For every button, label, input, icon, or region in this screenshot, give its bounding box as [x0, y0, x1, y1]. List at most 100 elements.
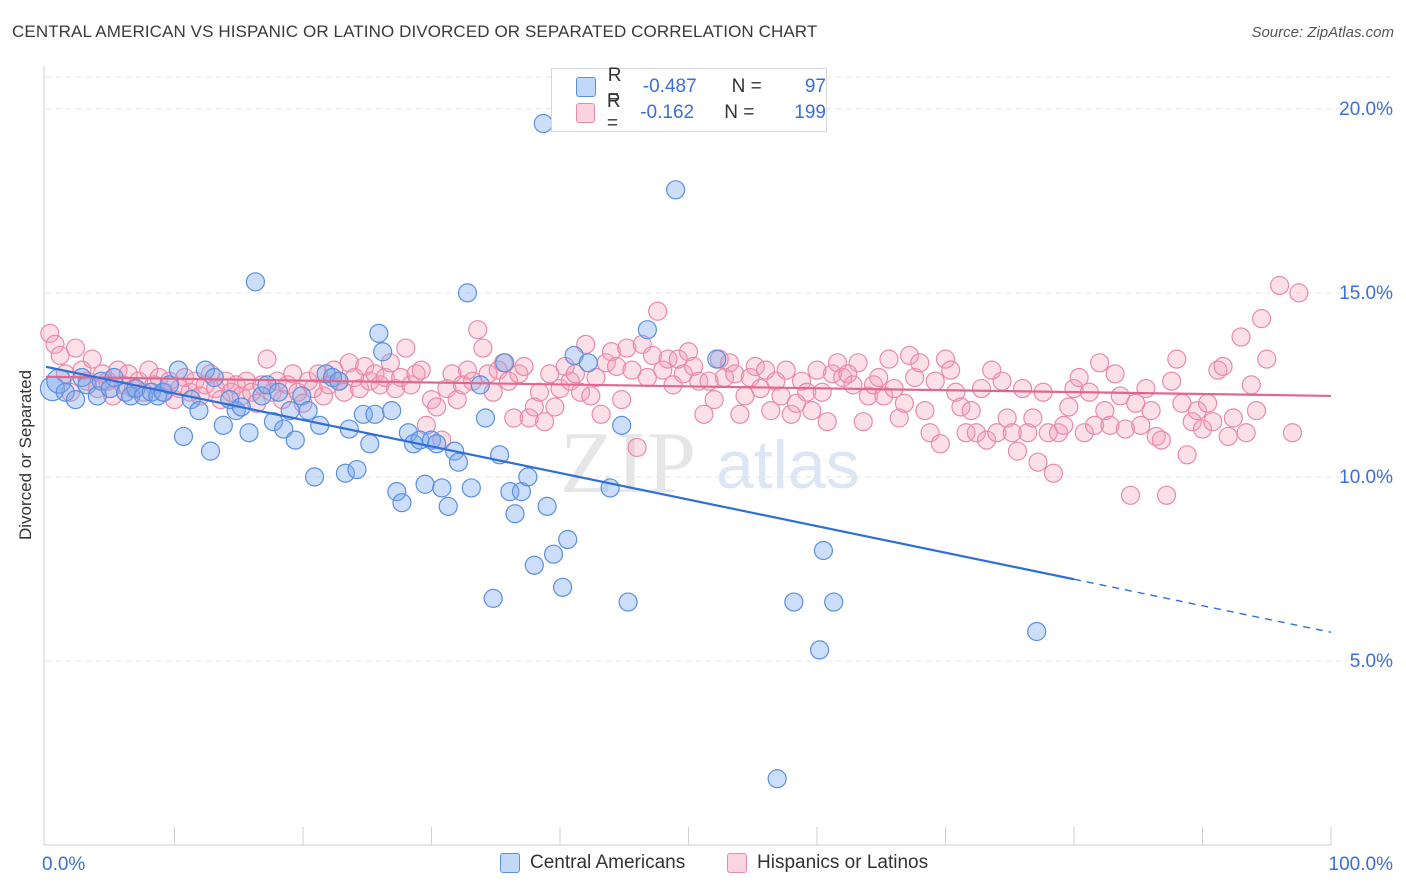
- data-point-central-american: [159, 375, 179, 395]
- data-point-hispanic: [1192, 419, 1213, 439]
- data-point-hispanic: [1257, 349, 1277, 369]
- data-point-hispanic: [1252, 309, 1272, 329]
- legend-item-central-americans: Central Americans: [500, 852, 685, 874]
- y-tick-label: 15.0%: [1339, 283, 1393, 304]
- data-point-hispanic: [591, 404, 611, 424]
- data-point-central-american: [427, 434, 447, 454]
- data-point-hispanic: [65, 338, 86, 358]
- data-point-hispanic: [1110, 386, 1130, 406]
- correlation-legend: R = -0.487 N = 97 R = -0.162 N = 199: [551, 65, 827, 134]
- data-point-hispanic: [612, 390, 632, 410]
- data-point-central-american: [432, 478, 452, 498]
- data-point-central-american: [189, 401, 209, 421]
- data-point-hispanic: [1213, 356, 1233, 377]
- x-tick-label: 100.0%: [1329, 854, 1394, 875]
- data-point-hispanic: [791, 371, 812, 391]
- y-tick-label: 20.0%: [1339, 99, 1393, 120]
- data-point-hispanic: [894, 393, 914, 413]
- data-point-hispanic: [961, 401, 981, 421]
- data-point-hispanic: [524, 397, 544, 417]
- legend-r-label: R =: [607, 65, 622, 108]
- data-point-central-american: [448, 452, 469, 472]
- data-point-hispanic: [303, 378, 323, 399]
- data-point-hispanic: [971, 378, 992, 399]
- data-point-hispanic: [545, 397, 565, 417]
- data-point-hispanic: [725, 364, 745, 384]
- data-point-hispanic: [1074, 423, 1094, 443]
- data-point-hispanic: [1162, 371, 1182, 391]
- data-point-hispanic: [1095, 401, 1115, 421]
- data-point-hispanic: [1120, 485, 1141, 505]
- legend-r-label: R =: [606, 91, 621, 134]
- data-point-hispanic: [720, 353, 740, 373]
- data-point-hispanic: [401, 375, 421, 395]
- watermark: ZIP atlas: [560, 415, 860, 512]
- data-point-hispanic: [730, 404, 750, 424]
- data-point-central-american: [524, 555, 544, 575]
- data-point-central-american: [500, 482, 520, 502]
- data-point-hispanic: [50, 345, 70, 366]
- data-point-hispanic: [1043, 463, 1064, 483]
- data-point-hispanic: [1218, 426, 1238, 447]
- trend-line-central-americans: [45, 365, 1075, 581]
- data-point-hispanic: [519, 408, 539, 428]
- data-point-central-american: [274, 419, 294, 439]
- data-point-central-american: [784, 592, 804, 612]
- tick-labels: 5.0% 10.0% 15.0% 20.0% 0.0% 100.0%: [42, 99, 1393, 875]
- data-point-hispanic: [1141, 401, 1161, 421]
- data-point-hispanic: [1223, 408, 1243, 428]
- data-point-hispanic: [1069, 367, 1089, 388]
- data-point-hispanic: [1007, 441, 1028, 461]
- data-point-central-american: [618, 592, 638, 612]
- data-point-hispanic: [946, 382, 966, 402]
- data-point-hispanic: [1038, 423, 1058, 443]
- data-point-central-american: [457, 283, 478, 303]
- data-point-hispanic: [858, 386, 879, 406]
- data-point-hispanic: [1115, 419, 1136, 439]
- series-hispanics-points: [40, 275, 1309, 505]
- data-point-hispanic: [910, 353, 930, 373]
- data-point-hispanic: [586, 367, 606, 388]
- data-point-hispanic: [242, 382, 262, 402]
- data-point-central-american: [505, 504, 525, 524]
- data-point-hispanic: [1177, 445, 1197, 465]
- data-point-hispanic: [874, 386, 894, 406]
- data-point-hispanic: [576, 334, 596, 354]
- data-point-central-american: [65, 390, 86, 410]
- legend-swatch-blue: [500, 853, 520, 873]
- data-point-hispanic: [915, 401, 935, 421]
- data-point-hispanic: [992, 371, 1012, 391]
- data-point-central-american: [1027, 621, 1047, 642]
- legend-swatch-blue: [576, 77, 596, 97]
- data-point-hispanic: [997, 408, 1017, 428]
- data-point-hispanic: [1167, 349, 1187, 369]
- data-point-hispanic: [1246, 401, 1267, 421]
- data-point-hispanic: [175, 367, 195, 388]
- legend-n-value: 97: [804, 76, 826, 97]
- data-point-central-american: [353, 404, 373, 424]
- data-point-hispanic: [987, 423, 1007, 443]
- data-point-hispanic: [1236, 423, 1256, 443]
- watermark-atlas: atlas: [716, 427, 860, 503]
- axes: [43, 66, 1332, 846]
- data-point-hispanic: [925, 371, 945, 391]
- legend-r-value: -0.162: [640, 102, 695, 123]
- data-point-hispanic: [1187, 401, 1207, 421]
- data-point-hispanic: [334, 382, 354, 402]
- data-point-hispanic: [570, 382, 591, 402]
- legend-row-central-americans: R = -0.487 N = 97: [576, 65, 826, 108]
- data-point-hispanic: [617, 338, 637, 358]
- data-point-hispanic: [1059, 397, 1079, 417]
- data-point-hispanic: [776, 360, 796, 380]
- legend-label-hispanics: Hispanics or Latinos: [757, 852, 929, 873]
- data-point-hispanic: [1136, 378, 1156, 399]
- chart-source: Source: ZipAtlas.com: [1251, 24, 1394, 41]
- data-point-hispanic: [45, 334, 65, 354]
- data-point-central-american: [173, 426, 194, 447]
- data-point-central-american: [666, 180, 686, 200]
- data-point-hispanic: [216, 371, 236, 391]
- data-point-hispanic: [684, 356, 704, 377]
- data-point-hispanic: [653, 360, 673, 380]
- data-point-central-american: [360, 434, 380, 454]
